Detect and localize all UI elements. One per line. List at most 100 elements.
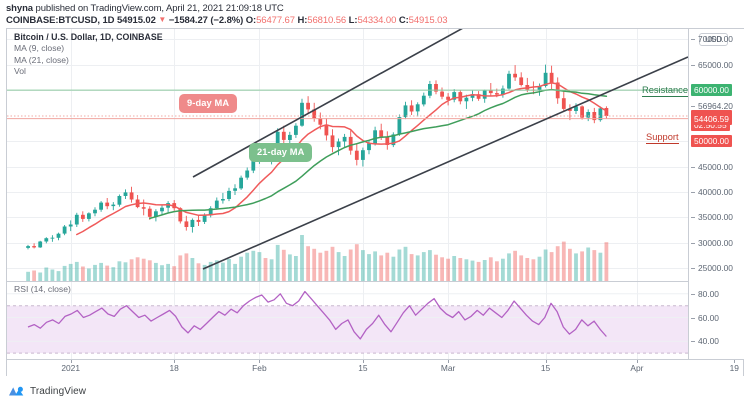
candle-body — [470, 94, 475, 98]
axis-tick — [691, 242, 695, 244]
currency-badge[interactable]: USD — [699, 33, 729, 46]
candle-body — [452, 92, 457, 100]
candle-body — [111, 204, 116, 207]
volume-bar — [580, 251, 584, 281]
volume-bar — [117, 261, 122, 281]
volume-bar — [385, 252, 390, 281]
time-tick-label: 2021 — [61, 363, 81, 373]
chart-frame: Bitcoin / U.S. Dollar, 1D, COINBASE MA (… — [6, 28, 744, 376]
volume-bar — [361, 250, 365, 281]
volume-bar — [373, 251, 377, 281]
time-tick-label: 15 — [540, 363, 551, 373]
tradingview-brand-text: TradingView — [30, 385, 87, 397]
price-tick: 70000.00 — [698, 34, 733, 45]
candle-body — [464, 97, 469, 102]
ma9-line — [76, 82, 608, 236]
volume-bar — [111, 267, 116, 281]
resistance-price-label[interactable]: 60000.00 — [691, 84, 732, 97]
price-tick: 45000.00 — [698, 161, 733, 172]
candle-body — [74, 214, 79, 225]
volume-bar — [428, 250, 432, 281]
candle-body — [196, 219, 201, 222]
price-pane[interactable]: Bitcoin / U.S. Dollar, 1D, COINBASE MA (… — [7, 29, 688, 281]
candle-body — [190, 219, 195, 227]
price-legend: Bitcoin / U.S. Dollar, 1D, COINBASE MA (… — [14, 32, 163, 78]
candle-body — [208, 208, 213, 216]
volume-bar — [501, 258, 505, 281]
volume-bar — [190, 258, 195, 281]
gridline-horizontal — [7, 191, 688, 193]
volume-bar — [239, 256, 243, 281]
candle-body — [373, 130, 377, 144]
candle-body — [81, 214, 85, 219]
support-price-label[interactable]: 54406.59 — [691, 112, 732, 125]
candle-body — [294, 125, 298, 135]
candle-body — [324, 124, 329, 136]
volume-bar — [196, 263, 201, 281]
time-tick — [362, 360, 364, 363]
volume-bar — [598, 252, 603, 281]
volume-bar — [221, 262, 225, 281]
high-label: H: — [297, 15, 308, 26]
volume-bar — [281, 249, 286, 281]
volume-bar — [367, 254, 371, 281]
volume-bar — [561, 241, 566, 281]
ma21-callout: 21-day MA — [249, 143, 313, 162]
gridline-vertical — [174, 29, 176, 281]
volume-bar — [208, 261, 213, 281]
volume-bar — [178, 255, 183, 281]
candle-body — [202, 215, 207, 222]
price-axis[interactable]: USD 70000.00 65000.00 45000.00 40000.00 3500… — [689, 29, 744, 359]
volume-bar — [147, 260, 152, 281]
time-tick-label: 19 — [729, 363, 739, 373]
candle-body — [397, 117, 402, 135]
axis-tick — [691, 39, 695, 41]
candle-body — [44, 238, 49, 242]
candle-body — [421, 95, 426, 105]
author-name: shyna — [6, 3, 33, 14]
candle-body — [275, 131, 280, 152]
time-axis-divider — [7, 359, 743, 360]
volume-bar — [184, 253, 189, 281]
round-price-label[interactable]: 50000.00 — [691, 135, 732, 147]
price-tick: 35000.00 — [698, 212, 733, 223]
candle-body — [300, 102, 304, 126]
candle-body — [221, 199, 225, 201]
volume-bar — [488, 257, 493, 281]
volume-bar — [141, 258, 146, 281]
open-label: O: — [245, 15, 257, 26]
volume-bar — [507, 253, 511, 281]
price-change: −1584.27 (−2.8%) — [168, 15, 244, 26]
candle-body — [342, 136, 347, 142]
channel-lower-line — [202, 56, 688, 270]
candle-body — [160, 207, 164, 212]
candle-body — [568, 108, 572, 111]
gridline-horizontal — [7, 141, 688, 142]
volume-bar — [56, 271, 61, 281]
axis-tick — [691, 293, 695, 295]
candle-body — [336, 141, 341, 148]
legend-rsi: RSI (14, close) — [14, 284, 71, 294]
candle-body — [141, 207, 146, 209]
candle-body — [245, 170, 250, 178]
volume-bar — [202, 264, 207, 281]
candle-body — [440, 91, 444, 97]
gridline-vertical — [70, 29, 72, 281]
volume-bar — [348, 249, 353, 281]
close-label: C: — [398, 15, 409, 26]
candle-body — [592, 112, 597, 121]
volume-bar — [543, 249, 548, 281]
candle-body — [495, 93, 499, 95]
volume-bar — [482, 260, 487, 281]
volume-bar — [251, 250, 256, 281]
pane-divider — [7, 281, 688, 282]
candle-body — [604, 108, 609, 116]
rsi-pane[interactable]: RSI (14, close) — [7, 282, 688, 359]
volume-bar — [549, 252, 554, 281]
candle-body — [561, 98, 566, 109]
volume-bar — [269, 259, 274, 281]
candle-body — [184, 221, 189, 227]
volume-bar — [318, 252, 323, 281]
time-axis[interactable]: 202118Feb15Mar15Apr19May — [7, 360, 743, 376]
gridline-horizontal — [7, 64, 688, 66]
